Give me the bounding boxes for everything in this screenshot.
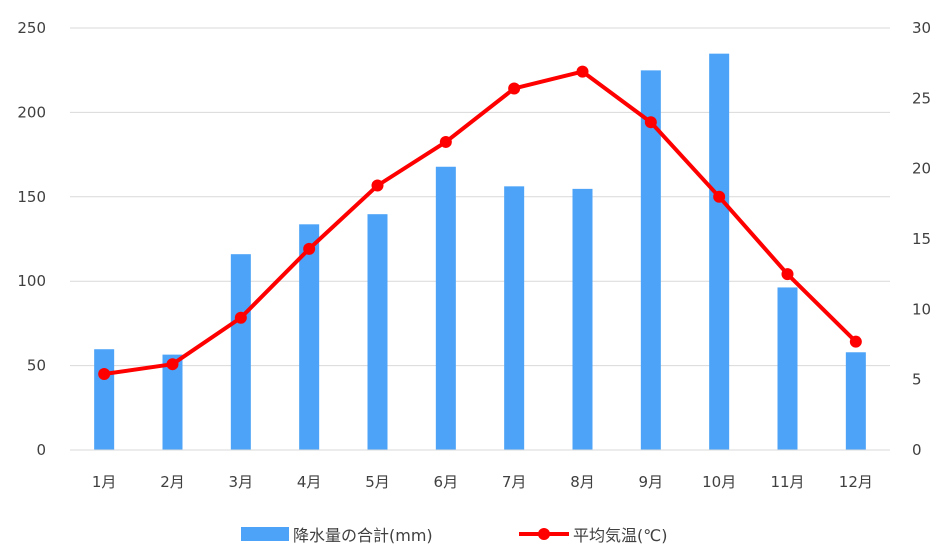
x-tick-label: 8月 xyxy=(570,473,595,491)
x-tick-label: 12月 xyxy=(839,473,873,491)
precipitation-bar xyxy=(162,354,183,450)
temperature-point xyxy=(371,179,384,192)
x-tick-label: 4月 xyxy=(297,473,322,491)
temperature-line-path xyxy=(103,69,858,377)
precipitation-bar xyxy=(230,254,251,450)
legend-bar-label: 降水量の合計(mm) xyxy=(293,526,433,545)
left-tick-label: 100 xyxy=(17,272,46,290)
temperature-point xyxy=(98,368,111,381)
precipitation-bar xyxy=(435,166,456,450)
left-axis-ticks: 0 50 100 150 200 250 xyxy=(17,19,46,459)
x-tick-label: 9月 xyxy=(639,473,664,491)
x-tick-label: 3月 xyxy=(229,473,254,491)
precipitation-bar xyxy=(777,287,798,450)
legend-line-marker xyxy=(538,528,550,540)
x-tick-label: 5月 xyxy=(365,473,390,491)
right-tick-label: 15 xyxy=(912,230,931,248)
temperature-point xyxy=(713,190,726,203)
x-tick-label: 6月 xyxy=(434,473,459,491)
left-tick-label: 0 xyxy=(36,441,46,459)
x-tick-label: 2月 xyxy=(160,473,185,491)
temperature-line xyxy=(98,65,862,381)
right-tick-label: 0 xyxy=(912,441,922,459)
x-tick-label: 1月 xyxy=(92,473,117,491)
right-tick-label: 25 xyxy=(912,89,931,107)
temperature-point xyxy=(849,335,862,348)
right-tick-label: 5 xyxy=(912,371,922,389)
precipitation-bars xyxy=(94,53,866,451)
precipitation-bar xyxy=(572,188,593,450)
legend-line-label: 平均気温(℃) xyxy=(573,526,667,545)
temperature-point xyxy=(439,135,452,148)
temperature-point xyxy=(576,65,589,78)
precipitation-bar xyxy=(845,352,866,450)
precipitation-bar xyxy=(640,70,661,450)
temperature-point xyxy=(781,268,794,281)
left-tick-label: 50 xyxy=(27,357,46,375)
right-axis-ticks: 0 5 10 15 20 25 30 xyxy=(912,19,931,459)
right-tick-label: 20 xyxy=(912,160,931,178)
precipitation-bar xyxy=(94,349,115,450)
temperature-point xyxy=(234,311,247,324)
precipitation-bar xyxy=(299,224,320,450)
temperature-point xyxy=(303,242,316,255)
x-axis-ticks: 1月 2月 3月 4月 5月 6月 7月 8月 9月 10月 11月 12月 xyxy=(92,473,873,491)
temperature-point xyxy=(166,358,179,371)
left-tick-label: 250 xyxy=(17,19,46,37)
temperature-point xyxy=(644,116,657,129)
precipitation-bar xyxy=(709,53,730,451)
precipitation-bar xyxy=(504,186,525,450)
right-tick-label: 30 xyxy=(912,19,931,37)
temperature-point xyxy=(508,82,521,95)
precipitation-bar xyxy=(367,214,388,450)
x-tick-label: 7月 xyxy=(502,473,527,491)
left-tick-label: 200 xyxy=(17,103,46,121)
legend: 降水量の合計(mm) 平均気温(℃) xyxy=(241,526,667,545)
x-tick-label: 10月 xyxy=(702,473,736,491)
gridlines xyxy=(70,27,890,367)
left-tick-label: 150 xyxy=(17,188,46,206)
legend-bar-swatch xyxy=(241,527,289,541)
right-tick-label: 10 xyxy=(912,300,931,318)
x-tick-label: 11月 xyxy=(770,473,804,491)
